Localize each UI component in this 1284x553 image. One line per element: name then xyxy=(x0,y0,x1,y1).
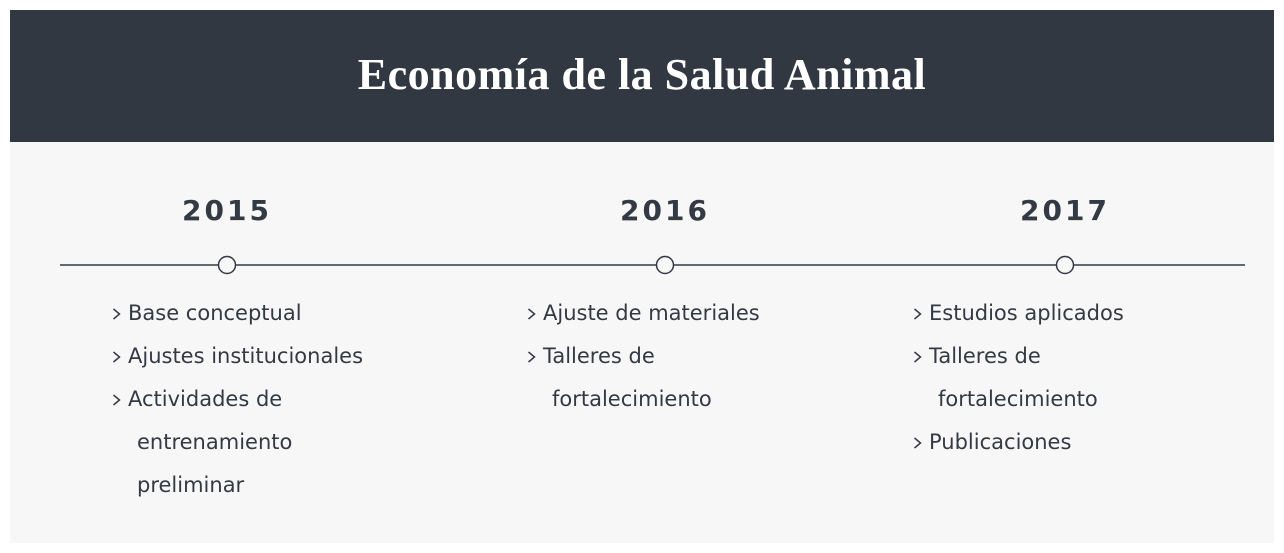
year: 2017 xyxy=(1020,194,1110,227)
item-text: Base conceptual xyxy=(112,292,363,335)
item-text: Base conceptual xyxy=(128,301,302,325)
item-text: Actividades de xyxy=(128,387,283,411)
chevron-icon xyxy=(528,351,536,363)
item-list: Estudios aplicados Talleres de fortalecimi… xyxy=(913,292,1124,464)
item-text: Estudios aplicados xyxy=(929,301,1124,325)
chevron-icon xyxy=(914,351,922,363)
item-text: Ajuste de materiales xyxy=(543,301,760,325)
item-text: Talleres de xyxy=(913,335,1124,378)
chevron xyxy=(113,351,121,363)
timeline-node xyxy=(655,255,675,275)
item-text: Estudios aplicados xyxy=(913,292,1124,335)
item-text: Talleres de xyxy=(543,344,655,368)
header: Economía de la Salud Animal xyxy=(10,10,1274,142)
chevron xyxy=(528,308,536,320)
item-text: Talleres de xyxy=(527,335,760,378)
timeline-node xyxy=(217,255,237,275)
chevron-icon xyxy=(113,308,121,320)
item-text: fortalecimiento xyxy=(938,387,1098,411)
chevron xyxy=(914,351,922,363)
item-text: fortalecimiento xyxy=(552,387,712,411)
item-text: Ajustes institucionales xyxy=(112,335,363,378)
item-text: Actividades de xyxy=(112,378,363,421)
item-text: Ajuste de materiales xyxy=(527,292,760,335)
chevron xyxy=(113,308,121,320)
chevron xyxy=(113,394,121,406)
item-text: Publicaciones xyxy=(929,430,1072,454)
year: 2016 xyxy=(620,194,710,227)
item-list: Ajuste de materiales Talleres de fortaleci… xyxy=(527,292,760,421)
chevron-icon xyxy=(113,394,121,406)
chevron xyxy=(914,437,922,449)
chevron xyxy=(528,351,536,363)
item-text: entrenamiento xyxy=(137,430,293,454)
title: Economía de la Salud Animal xyxy=(357,50,927,99)
timeline-node xyxy=(1055,255,1075,275)
year: 2015 xyxy=(182,194,272,227)
item-text: fortalecimiento xyxy=(527,378,760,421)
item-text: fortalecimiento xyxy=(913,378,1124,421)
item-text: Talleres de xyxy=(929,344,1041,368)
item-text: preliminar xyxy=(112,464,363,507)
chevron-icon xyxy=(528,308,536,320)
item-text: preliminar xyxy=(137,473,245,497)
item-list: Base conceptual Ajustes institucionales Ac… xyxy=(112,292,363,507)
chevron xyxy=(914,308,922,320)
chevron-icon xyxy=(113,351,121,363)
item-text: Ajustes institucionales xyxy=(128,344,364,368)
item-text: entrenamiento xyxy=(112,421,363,464)
chevron-icon xyxy=(914,437,922,449)
item-text: Publicaciones xyxy=(913,421,1124,464)
chevron-icon xyxy=(914,308,922,320)
